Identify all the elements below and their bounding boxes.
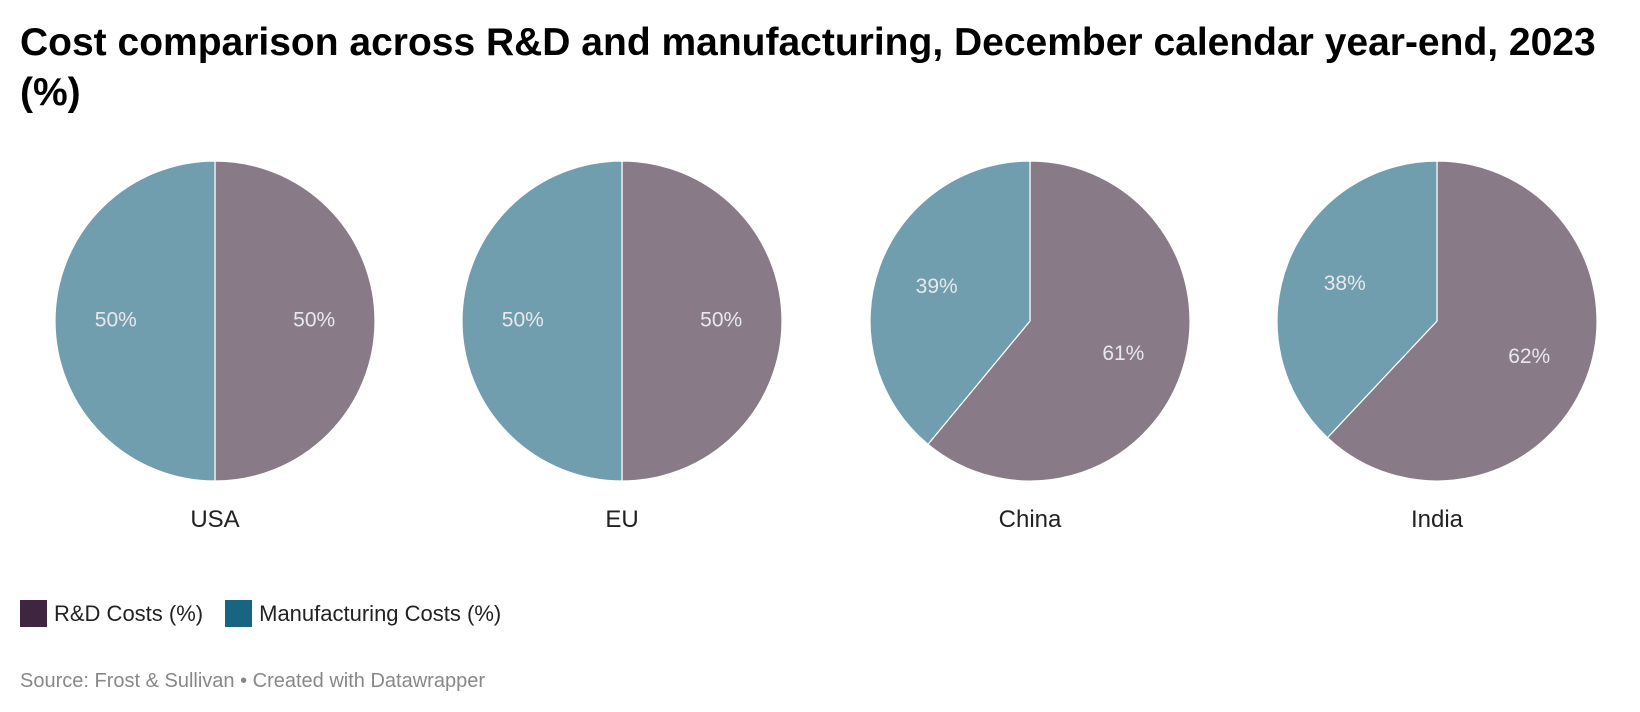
legend-swatch-mfg [225,600,253,627]
pie-india: 62% 38% India [1276,160,1598,533]
chart-title: Cost comparison across R&D and manufactu… [20,21,1596,114]
category-label-usa: USA [190,506,239,533]
legend-item-rd: R&D Costs (%) [20,600,203,627]
legend: R&D Costs (%) Manufacturing Costs (%) [20,600,523,627]
legend-label-mfg: Manufacturing Costs (%) [259,600,502,626]
slice-label-rd-eu: 50% [700,309,742,332]
slice-label-rd-china: 61% [1102,342,1144,365]
pie-china: 61% 39% China [869,160,1191,533]
source-note: Source: Frost & Sullivan • Created with … [20,670,485,692]
pie-eu: 50% 50% EU [461,160,783,533]
slice-mfg-usa [54,160,216,482]
legend-swatch-rd [20,600,47,627]
slice-label-rd-usa: 50% [293,309,335,332]
legend-label-rd: R&D Costs (%) [54,600,204,626]
slice-label-mfg-india: 38% [1324,272,1366,295]
slice-rd-china [927,160,1191,482]
slice-label-mfg-eu: 50% [502,309,544,332]
category-label-india: India [1411,506,1464,533]
slice-mfg-eu [461,160,623,482]
slice-rd-eu [621,160,783,482]
slice-label-rd-india: 62% [1508,345,1550,368]
category-label-eu: EU [605,506,638,533]
legend-item-mfg: Manufacturing Costs (%) [225,600,501,627]
slice-mfg-india [1276,160,1438,439]
category-label-china: China [999,506,1062,533]
slice-label-mfg-usa: 50% [95,309,137,332]
slice-rd-india [1326,160,1598,482]
slice-rd-usa [214,160,376,482]
pie-usa: 50% 50% USA [54,160,376,533]
slice-mfg-china [869,160,1031,446]
slice-label-mfg-china: 39% [916,275,958,298]
